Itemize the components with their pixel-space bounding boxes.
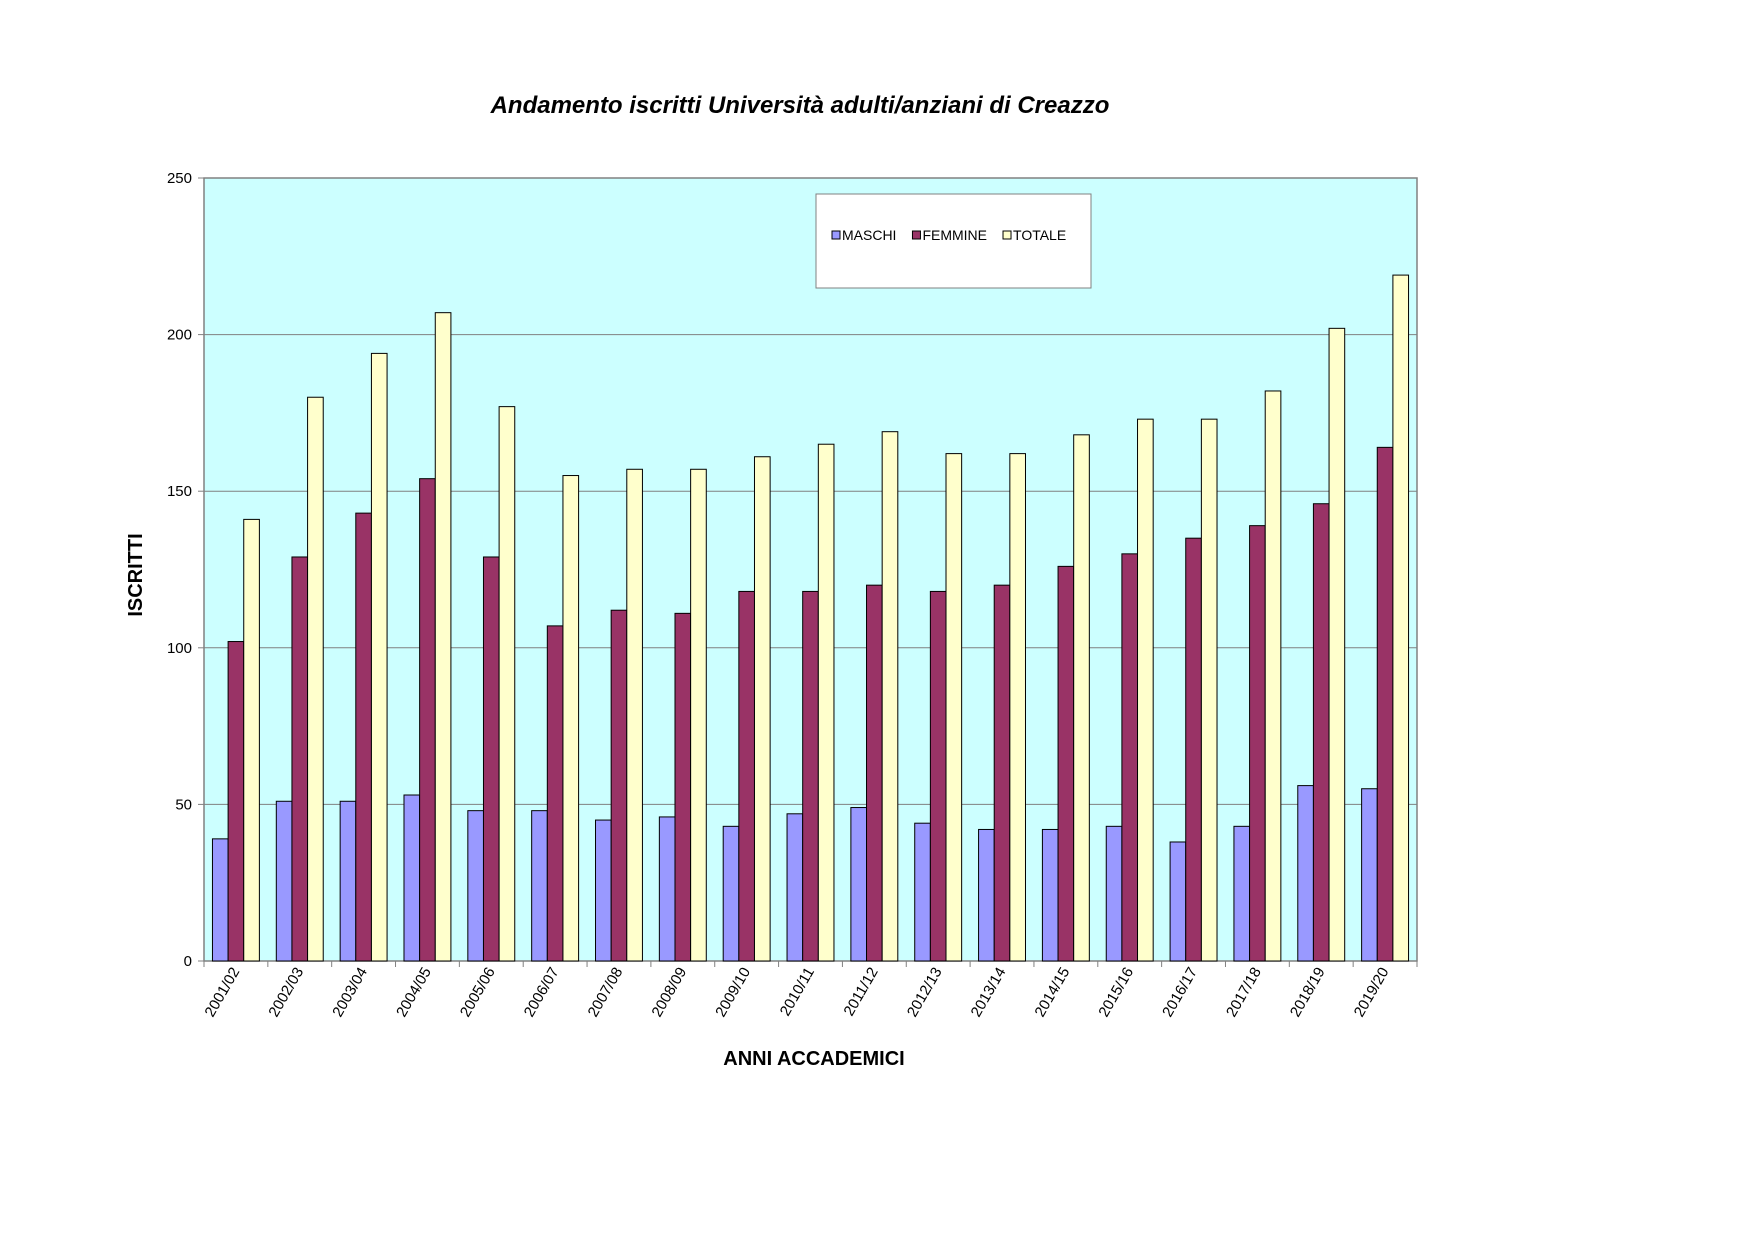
- bar-totale-2003-04: [370, 352, 388, 962]
- x-tick-label: 2019/20: [1351, 965, 1393, 1020]
- bar-totale-2001-02: [243, 518, 260, 962]
- legend-swatch-femmine: [911, 230, 921, 240]
- bar-maschi-2013-14: [978, 828, 995, 962]
- bar-femmine-2006-07: [546, 625, 564, 962]
- x-tick-label: 2016/17: [1159, 965, 1201, 1020]
- bar-femmine-2012-13: [929, 590, 947, 962]
- x-tick-label: 2002/03: [265, 965, 307, 1020]
- bar-totale-2014-15: [1073, 434, 1090, 962]
- bar-femmine-2003-04: [355, 512, 372, 962]
- bar-totale-2005-06: [498, 406, 516, 962]
- y-tick-label: 250: [167, 170, 192, 187]
- x-tick-label: 2004/05: [393, 965, 435, 1020]
- bar-maschi-2005-06: [467, 810, 484, 962]
- bar-totale-2017-18: [1264, 390, 1282, 962]
- x-tick-label: 2014/15: [1031, 965, 1073, 1020]
- bar-totale-2015-16: [1137, 418, 1154, 962]
- bar-totale-2016-17: [1200, 418, 1218, 962]
- bar-totale-2018-19: [1328, 327, 1346, 962]
- bar-femmine-2016-17: [1185, 537, 1202, 962]
- x-tick-label: 2018/19: [1287, 965, 1329, 1020]
- bar-femmine-2008-09: [674, 612, 692, 962]
- y-tick-label: 100: [167, 640, 192, 657]
- x-tick-label: 2001/02: [202, 965, 244, 1020]
- bar-femmine-2002-03: [291, 556, 309, 962]
- x-axis-ticks: 2001/02 2002/03 2003/04 2004/05 2005/06 2006/…: [202, 961, 1418, 1020]
- bar-totale-2010-11: [817, 443, 835, 962]
- bar-femmine-2017-18: [1249, 525, 1266, 962]
- bar-femmine-2019-20: [1376, 446, 1394, 962]
- legend-label-femmine: FEMMINE: [922, 227, 987, 243]
- legend: MASCHI FEMMINE TOTALE: [815, 193, 1092, 289]
- bar-maschi-2009-10: [722, 825, 740, 962]
- bar-femmine-2004-05: [419, 478, 436, 962]
- bar-maschi-2003-04: [339, 800, 357, 962]
- y-tick-label: 0: [184, 953, 192, 970]
- x-tick-label: 2010/11: [777, 965, 818, 1019]
- bar-totale-2004-05: [434, 312, 452, 962]
- legend-box: [815, 193, 1092, 289]
- bar-totale-2019-20: [1392, 274, 1410, 962]
- bar-totale-2009-10: [753, 456, 771, 962]
- bar-femmine-2018-19: [1312, 503, 1330, 962]
- bar-maschi-2006-07: [531, 810, 548, 962]
- bar-totale-2006-07: [562, 475, 580, 962]
- x-tick-label: 2011/12: [841, 965, 882, 1019]
- bar-totale-2007-08: [626, 468, 643, 962]
- x-tick-label: 2013/14: [968, 965, 1010, 1020]
- y-tick-label: 200: [167, 327, 192, 344]
- bar-totale-2008-09: [690, 468, 707, 962]
- legend-label-totale: TOTALE: [1013, 227, 1066, 243]
- y-tick-label: 150: [167, 483, 192, 500]
- bar-maschi-2015-16: [1105, 825, 1123, 962]
- x-tick-label: 2008/09: [648, 965, 690, 1020]
- bar-maschi-2001-02: [211, 838, 229, 962]
- bar-femmine-2015-16: [1121, 553, 1139, 962]
- x-tick-label: 2017/18: [1223, 965, 1265, 1020]
- bar-maschi-2012-13: [914, 822, 931, 962]
- x-tick-label: 2006/07: [521, 965, 563, 1020]
- bar-maschi-2010-11: [786, 813, 804, 962]
- bar-femmine-2013-14: [993, 584, 1011, 962]
- bar-totale-2002-03: [307, 396, 324, 962]
- bar-maschi-2011-12: [850, 807, 868, 962]
- bar-femmine-2009-10: [738, 590, 755, 962]
- bar-maschi-2018-19: [1297, 785, 1314, 962]
- bar-maschi-2002-03: [275, 800, 293, 962]
- chart-title: Andamento iscritti Università adulti/anz…: [490, 92, 1110, 119]
- y-axis-ticks: 0 50 100 150 200 250: [167, 170, 204, 970]
- x-tick-label: 2012/13: [904, 965, 946, 1020]
- bar-maschi-2008-09: [658, 816, 676, 962]
- bar-totale-2012-13: [945, 453, 963, 962]
- bars: [211, 274, 1410, 962]
- legend-swatch-totale: [1002, 230, 1012, 240]
- bar-maschi-2017-18: [1233, 825, 1251, 962]
- x-tick-label: 2015/16: [1095, 965, 1137, 1020]
- x-tick-label: 2009/10: [712, 965, 754, 1020]
- legend-swatch-maschi: [831, 230, 841, 240]
- bar-maschi-2019-20: [1361, 788, 1378, 962]
- bar-totale-2013-14: [1009, 453, 1026, 962]
- x-axis-label: ANNI ACCADEMICI: [723, 1048, 904, 1070]
- x-tick-label: 2005/06: [457, 965, 499, 1020]
- bar-maschi-2014-15: [1041, 828, 1059, 962]
- bar-maschi-2016-17: [1169, 841, 1187, 962]
- bar-femmine-2014-15: [1057, 565, 1075, 962]
- bar-totale-2011-12: [881, 431, 899, 962]
- bar-femmine-2001-02: [227, 641, 245, 962]
- bar-femmine-2007-08: [610, 609, 628, 962]
- legend-label-maschi: MASCHI: [842, 227, 896, 243]
- bar-femmine-2005-06: [482, 556, 500, 962]
- x-tick-label: 2007/08: [585, 965, 627, 1020]
- bar-femmine-2011-12: [866, 584, 883, 962]
- x-tick-label: 2003/04: [329, 965, 371, 1020]
- y-tick-label: 50: [175, 796, 192, 813]
- bar-maschi-2007-08: [595, 819, 612, 962]
- y-axis-label: ISCRITTI: [125, 533, 147, 616]
- bar-femmine-2010-11: [802, 590, 819, 962]
- bar-maschi-2004-05: [403, 794, 421, 962]
